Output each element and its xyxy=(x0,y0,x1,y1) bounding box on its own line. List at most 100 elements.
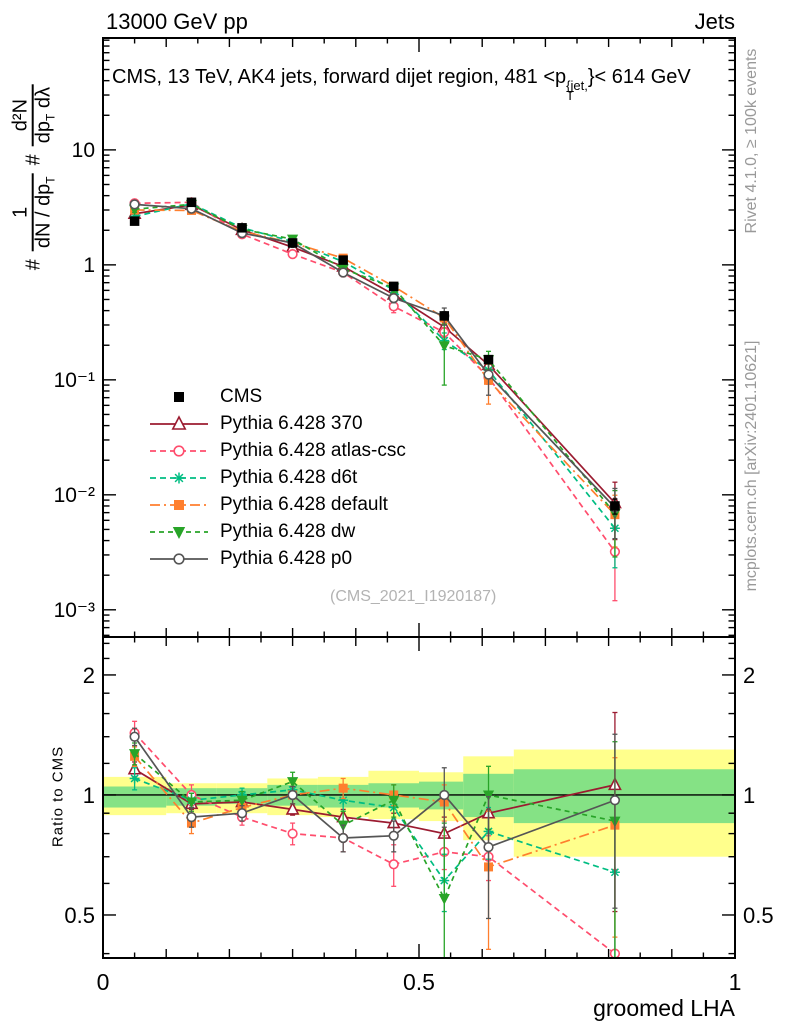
legend-label: Pythia 6.428 370 xyxy=(220,412,363,434)
legend-marker-pythia-6-428-default xyxy=(150,499,208,510)
series-line xyxy=(134,203,616,515)
data-point-marker xyxy=(483,841,494,853)
ratio-axis-title: Ratio to CMS xyxy=(49,745,67,848)
tick-label: 10⁻² xyxy=(54,484,95,507)
data-point-marker xyxy=(388,281,399,292)
data-point-marker xyxy=(174,499,184,510)
tick-label: 10⁻³ xyxy=(54,599,95,622)
data-point-marker xyxy=(236,808,248,819)
tick-label: 1 xyxy=(729,969,742,995)
data-point-marker xyxy=(171,414,187,430)
data-point-marker xyxy=(129,731,140,742)
legend-item-pythia-6-428-dw: Pythia 6.428 dw xyxy=(148,518,406,545)
data-point-marker xyxy=(287,828,298,839)
pt-sup-sub: {jet, T xyxy=(566,78,588,104)
tick-label: 1 xyxy=(83,254,95,277)
legend-label: Pythia 6.428 d6t xyxy=(220,466,358,488)
data-point-marker xyxy=(129,216,140,226)
tick-label: 0.5 xyxy=(64,903,95,928)
data-point-marker xyxy=(483,354,494,365)
data-point-marker xyxy=(174,391,184,402)
data-point-marker xyxy=(338,267,349,278)
ratio-series-pythia-6-428-p0 xyxy=(129,727,621,920)
data-point-marker xyxy=(438,893,450,905)
data-point-marker xyxy=(439,789,450,801)
beam-energy-label: 13000 GeV pp xyxy=(106,9,248,34)
data-point-marker xyxy=(338,783,348,793)
green-band-bin xyxy=(103,786,167,808)
y-axis-title: # 1 dN / dpT # d²N dpT dλ xyxy=(10,32,58,270)
data-point-marker xyxy=(129,199,140,210)
legend-marker-cms xyxy=(174,391,184,402)
data-point-marker xyxy=(130,774,139,783)
data-point-marker xyxy=(338,832,349,844)
legend-marker-pythia-6-428-370 xyxy=(150,414,208,430)
tick-label: 0.5 xyxy=(743,903,774,928)
tick-label: 2 xyxy=(743,663,755,688)
data-point-marker xyxy=(186,197,197,208)
legend: CMS Pythia 6.428 370 Pythia 6.428 atlas-cs… xyxy=(148,383,406,572)
data-point-marker xyxy=(388,795,400,807)
legend-item-cms: CMS xyxy=(148,383,406,410)
legend-item-pythia-6-428-atlas-csc: Pythia 6.428 atlas-csc xyxy=(148,437,406,464)
analysis-group-label: Jets xyxy=(694,9,735,34)
x-axis-title: groomed LHA xyxy=(593,995,735,1021)
data-point-marker xyxy=(173,552,185,565)
data-point-marker xyxy=(287,777,299,788)
data-point-marker xyxy=(609,795,621,806)
data-point-marker xyxy=(237,223,247,233)
main-panel-series xyxy=(127,196,622,602)
data-point-marker xyxy=(129,749,141,760)
data-point-marker xyxy=(287,249,298,260)
legend-item-pythia-6-428-default: Pythia 6.428 default xyxy=(148,491,406,518)
tick-label: 1 xyxy=(743,783,755,808)
data-point-marker xyxy=(483,369,494,380)
legend-item-pythia-6-428-d6t: Pythia 6.428 d6t xyxy=(148,464,406,491)
tick-label: 0 xyxy=(97,969,110,995)
data-point-marker xyxy=(610,501,620,511)
data-point-marker xyxy=(186,811,197,823)
data-point-marker xyxy=(388,859,399,870)
legend-label: CMS xyxy=(220,385,263,407)
analysis-id-watermark: (CMS_2021_I1920187) xyxy=(330,588,497,605)
data-point-marker xyxy=(285,801,300,815)
data-point-marker xyxy=(287,789,298,801)
axes: 0 0.5 1 10 1 10⁻¹ 10⁻² 10⁻³ 2 2 1 1 0.5 0.5 xyxy=(54,37,774,995)
series-cms-data xyxy=(129,197,620,515)
legend-label: Pythia 6.428 atlas-csc xyxy=(220,439,406,461)
data-point-marker xyxy=(236,795,248,807)
data-point-marker xyxy=(388,830,399,841)
data-point-marker xyxy=(172,526,186,539)
data-point-marker xyxy=(287,238,298,248)
observable-fraction: d²N dpT dλ xyxy=(10,83,58,147)
data-point-marker xyxy=(439,311,450,321)
data-point-marker xyxy=(338,255,348,265)
mcplots-credit-note: mcplots.cern.ch [arXiv:2401.10621] xyxy=(743,340,760,592)
rivet-version-note: Rivet 4.1.0, ≥ 100k events xyxy=(743,48,760,234)
legend-marker-pythia-6-428-atlas-csc xyxy=(150,444,208,457)
plot-title: CMS, 13 TeV, AK4 jets, forward dijet reg… xyxy=(112,66,691,104)
legend-label: Pythia 6.428 default xyxy=(220,493,388,515)
norm-fraction: 1 dN / dpT xyxy=(10,173,58,252)
data-point-marker xyxy=(482,790,495,802)
tick-label: 0.5 xyxy=(403,969,435,995)
legend-label: Pythia 6.428 dw xyxy=(220,520,356,542)
tick-label: 10 xyxy=(72,139,95,162)
legend-label: Pythia 6.428 p0 xyxy=(220,547,353,569)
legend-item-pythia-6-428-370: Pythia 6.428 370 xyxy=(148,410,406,437)
tick-label: 1 xyxy=(83,783,95,808)
data-point-marker xyxy=(438,341,450,353)
data-point-marker xyxy=(388,293,399,304)
tick-label: 2 xyxy=(83,663,95,688)
tick-label: 10⁻¹ xyxy=(54,369,95,392)
legend-marker-pythia-6-428-p0 xyxy=(150,552,208,565)
legend-marker-pythia-6-428-d6t xyxy=(150,472,208,483)
data-point-marker xyxy=(174,473,184,482)
data-point-marker xyxy=(185,797,198,809)
data-point-marker xyxy=(173,444,185,457)
ratio-panel-series xyxy=(127,711,622,958)
green-band-bin xyxy=(513,769,735,824)
legend-marker-pythia-6-428-dw xyxy=(150,526,208,539)
